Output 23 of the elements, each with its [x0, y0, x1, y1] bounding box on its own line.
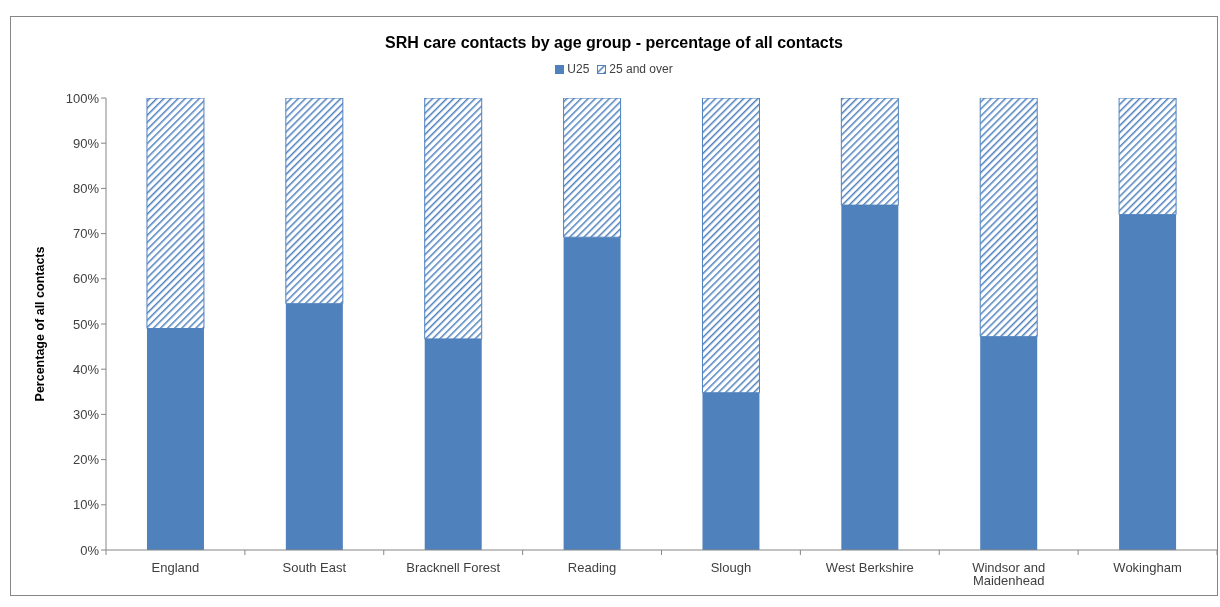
y-tick-label: 80% — [72, 181, 100, 197]
x-tick-label: England — [151, 560, 200, 576]
y-tick-label: 100% — [65, 90, 100, 106]
legend-label: 25 and over — [609, 62, 673, 76]
x-tick-label: Windsor and Maidenhead — [972, 560, 1046, 589]
y-tick-label: 50% — [72, 316, 100, 332]
x-tick-label: Reading — [567, 560, 617, 576]
y-tick-label: 20% — [72, 452, 100, 468]
y-tick-label: 10% — [72, 497, 100, 513]
y-tick-label: 30% — [72, 407, 100, 423]
x-tick-label: Wokingham — [1113, 560, 1182, 576]
y-tick-label: 90% — [72, 135, 100, 151]
y-tick-label: 0% — [80, 542, 100, 558]
x-tick-label: Bracknell Forest — [406, 560, 501, 576]
y-tick-label: 70% — [72, 226, 100, 242]
y-tick-label: 60% — [72, 271, 100, 287]
chart-title: SRH care contacts by age group - percentage of all contacts — [384, 34, 844, 52]
x-tick-label: South East — [282, 560, 347, 576]
x-tick-label: West Berkshire — [825, 560, 914, 576]
y-axis-title: Percentage of all contacts — [33, 246, 48, 402]
legend-label: U25 — [567, 62, 590, 76]
y-tick-label: 40% — [72, 361, 100, 377]
x-tick-label: Slough — [710, 560, 752, 576]
